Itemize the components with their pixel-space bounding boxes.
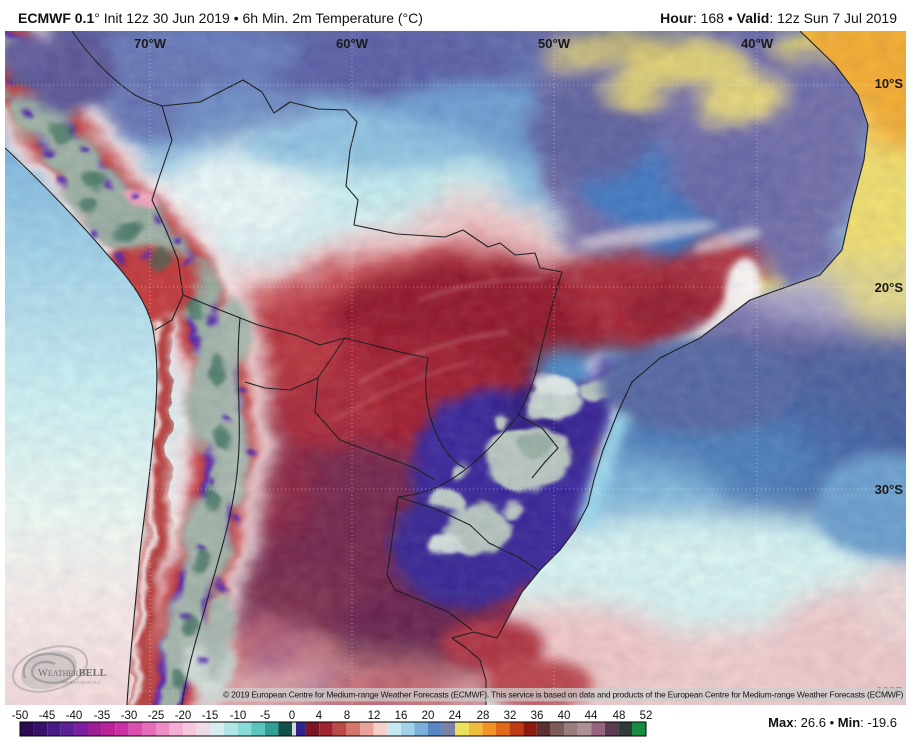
svg-text:28: 28 [477,710,490,722]
svg-text:-15: -15 [202,710,219,722]
svg-text:-50: -50 [12,710,29,722]
svg-text:10°S: 10°S [875,76,904,91]
svg-text:-45: -45 [39,710,56,722]
svg-text:8: 8 [344,710,350,722]
svg-text:WEATHERBELL: WEATHERBELL [38,668,107,679]
svg-text:50°W: 50°W [538,36,571,51]
svg-text:44: 44 [585,710,598,722]
svg-text:© 2019 European Centre for Med: © 2019 European Centre for Medium-range … [223,690,904,700]
svg-text:-25: -25 [148,710,165,722]
svg-text:30°S: 30°S [875,482,904,497]
svg-text:-20: -20 [175,710,192,722]
svg-text:70°W: 70°W [134,36,167,51]
svg-text:36: 36 [531,710,544,722]
svg-text:-10: -10 [230,710,247,722]
svg-text:16: 16 [395,710,408,722]
svg-text:20°S: 20°S [875,280,904,295]
svg-text:12: 12 [368,710,381,722]
svg-text:40: 40 [558,710,571,722]
svg-text:PRODUCTION LLC: PRODUCTION LLC [62,680,101,685]
svg-text:4: 4 [316,710,323,722]
svg-text:-35: -35 [94,710,111,722]
svg-text:24: 24 [449,710,462,722]
svg-text:-40: -40 [66,710,83,722]
svg-text:48: 48 [613,710,626,722]
svg-text:20: 20 [422,710,435,722]
svg-text:0: 0 [289,710,295,722]
svg-text:32: 32 [504,710,517,722]
svg-text:40°W: 40°W [741,36,774,51]
svg-text:52: 52 [640,710,653,722]
svg-text:60°W: 60°W [336,36,369,51]
svg-text:-30: -30 [121,710,138,722]
svg-text:-5: -5 [260,710,270,722]
